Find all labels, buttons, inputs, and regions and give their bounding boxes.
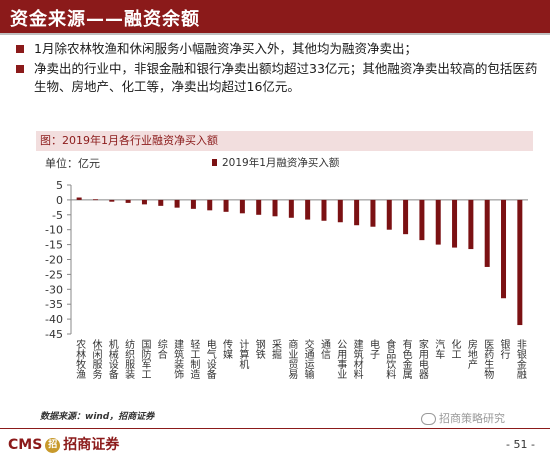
- x-tick-label: 房地产: [465, 338, 477, 370]
- data-source: 数据来源：wind，招商证券: [40, 412, 155, 422]
- x-tick-label: 交通运输: [302, 338, 314, 380]
- bar: [419, 199, 425, 241]
- x-tick-label: 化工: [449, 338, 461, 359]
- x-tick-label: 电气设备: [204, 338, 216, 380]
- bar: [435, 199, 441, 245]
- y-tick-label: -20: [45, 254, 63, 267]
- y-tick-label: -35: [45, 298, 63, 311]
- bar: [288, 199, 294, 218]
- bar: [141, 199, 147, 205]
- x-tick-label: 建筑装饰: [172, 338, 184, 380]
- bar: [125, 199, 131, 203]
- y-tick-label: -5: [52, 209, 63, 222]
- bar: [452, 199, 458, 248]
- bar: [256, 199, 262, 215]
- bullet-square-icon: [16, 45, 24, 53]
- bar: [517, 199, 523, 326]
- bar: [370, 199, 376, 227]
- footer-divider: [0, 428, 550, 429]
- x-tick-label: 轻工制造: [188, 338, 200, 379]
- bar: [223, 199, 229, 212]
- bar: [109, 199, 115, 202]
- x-tick-label: 传媒: [221, 339, 233, 360]
- y-tick-label: -25: [45, 268, 63, 281]
- bar: [337, 199, 343, 223]
- page-title: 资金来源——融资余额: [10, 9, 200, 30]
- x-tick-label: 采掘: [270, 339, 282, 360]
- x-tick-label: 机械设备: [106, 338, 118, 380]
- bar: [158, 199, 164, 206]
- x-tick-label: 电子: [367, 338, 379, 359]
- bullet-item: 1月除农林牧渔和休闲服务小幅融资净买入外，其他均为融资净卖出；: [14, 40, 544, 58]
- bullet-item: 净卖出的行业中，非银金融和银行净卖出额均超过33亿元；其他融资净卖出较高的包括医…: [14, 60, 544, 96]
- bullet-text: 1月除农林牧渔和休闲服务小幅融资净买入外，其他均为融资净卖出；: [34, 41, 417, 56]
- bar: [92, 199, 98, 201]
- bullet-square-icon: [16, 65, 24, 73]
- bar: [501, 199, 507, 299]
- bullet-list: 1月除农林牧渔和休闲服务小幅融资净买入外，其他均为融资净卖出； 净卖出的行业中，…: [14, 40, 544, 98]
- x-tick-label: 计算机: [237, 338, 249, 370]
- bar: [386, 199, 392, 230]
- page-header: 资金来源——融资余额: [0, 0, 550, 33]
- watermark-text: 招商策略研究: [439, 412, 505, 425]
- bar: [484, 199, 490, 267]
- y-tick-label: -15: [45, 239, 63, 252]
- bar: [190, 199, 196, 209]
- wechat-icon: [421, 413, 436, 425]
- y-axis-unit-label: 单位：亿元: [45, 156, 100, 170]
- legend-swatch: [212, 159, 217, 166]
- x-tick-label: 公用事业: [335, 339, 347, 379]
- bar: [305, 199, 311, 220]
- x-tick-label: 国防军工: [139, 339, 151, 379]
- bar: [174, 199, 180, 208]
- bar: [239, 199, 245, 214]
- x-tick-label: 银行: [498, 338, 510, 360]
- bar: [403, 199, 409, 235]
- company-logo: CMS 招招商证券: [8, 434, 119, 454]
- wechat-watermark: 招商策略研究: [421, 410, 505, 426]
- x-tick-label: 食品饮料: [384, 338, 396, 380]
- x-tick-label: 有色金属: [400, 338, 412, 380]
- y-tick-label: 5: [56, 179, 63, 192]
- header-divider: [0, 33, 550, 35]
- y-tick-label: -45: [45, 328, 63, 341]
- x-tick-label: 通信: [318, 339, 330, 360]
- x-tick-label: 汽车: [433, 338, 445, 360]
- x-tick-label: 农林牧渔: [74, 338, 86, 380]
- bar: [207, 199, 213, 211]
- y-tick-label: 0: [56, 194, 63, 207]
- bar: [354, 199, 360, 226]
- x-tick-label: 纺织服装: [123, 338, 135, 380]
- bar: [321, 199, 327, 221]
- page-number: - 51 -: [506, 438, 535, 451]
- chart-title: 图：2019年1月各行业融资净买入额: [40, 134, 218, 147]
- x-tick-label: 综合: [155, 338, 167, 360]
- x-tick-label: 建筑材料: [351, 338, 363, 380]
- x-tick-label: 家用电器: [416, 338, 428, 380]
- x-tick-label: 商业贸易: [286, 338, 298, 380]
- x-tick-label: 医药生物: [482, 339, 494, 380]
- logo-cn: 招商证券: [63, 437, 120, 453]
- y-tick-label: -10: [45, 224, 63, 237]
- bar: [468, 199, 474, 250]
- y-tick-label: -30: [45, 283, 63, 296]
- x-tick-label: 非银金融: [514, 339, 526, 380]
- bullet-text: 净卖出的行业中，非银金融和银行净卖出额均超过33亿元；其他融资净卖出较高的包括医…: [34, 61, 538, 94]
- x-tick-label: 钢铁: [253, 338, 265, 360]
- logo-badge-icon: 招: [45, 437, 61, 453]
- chart-caption: 图：2019年1月各行业融资净买入额: [36, 131, 533, 151]
- bar: [272, 199, 278, 217]
- logo-cms: CMS: [8, 437, 43, 453]
- y-tick-label: -40: [45, 313, 63, 326]
- x-tick-label: 休闲服务: [90, 339, 102, 380]
- legend-label: 2019年1月融资净买入额: [222, 156, 340, 169]
- bar: [76, 197, 82, 200]
